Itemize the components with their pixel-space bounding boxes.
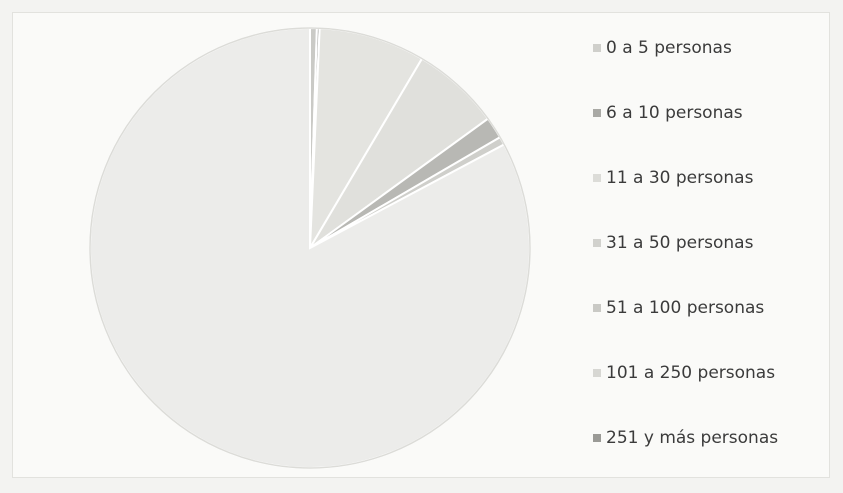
legend-label: 251 y más personas (606, 428, 779, 448)
legend-swatch (593, 239, 601, 247)
legend-item-11-30: 11 a 30 personas (593, 168, 778, 233)
legend-swatch (593, 304, 601, 312)
legend-item-51-100: 51 a 100 personas (593, 298, 778, 363)
pie-outline (89, 27, 531, 469)
legend: 0 a 5 personas 6 a 10 personas 11 a 30 p… (593, 38, 778, 493)
legend-label: 101 a 250 personas (606, 363, 776, 383)
legend-item-31-50: 31 a 50 personas (593, 233, 778, 298)
legend-item-101-250: 101 a 250 personas (593, 363, 778, 428)
legend-label: 31 a 50 personas (606, 233, 754, 253)
legend-swatch (593, 174, 601, 182)
legend-item-6-10: 6 a 10 personas (593, 103, 778, 168)
legend-label: 6 a 10 personas (606, 103, 743, 123)
legend-label: 0 a 5 personas (606, 38, 732, 58)
legend-item-0-5: 0 a 5 personas (593, 38, 778, 103)
legend-item-251-plus: 251 y más personas (593, 428, 778, 493)
legend-swatch (593, 44, 601, 52)
legend-label: 51 a 100 personas (606, 298, 765, 318)
legend-swatch (593, 109, 601, 117)
legend-swatch (593, 434, 601, 442)
legend-label: 11 a 30 personas (606, 168, 754, 188)
legend-swatch (593, 369, 601, 377)
